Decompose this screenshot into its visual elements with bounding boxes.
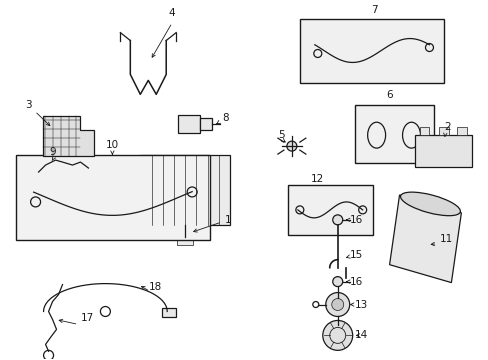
Bar: [178, 115, 200, 133]
Text: 10: 10: [105, 140, 119, 150]
Bar: [140, 155, 229, 225]
Text: 4: 4: [168, 8, 175, 18]
Bar: [419, 127, 428, 135]
Ellipse shape: [400, 192, 460, 216]
Bar: [299, 19, 444, 84]
Bar: [200, 118, 212, 130]
Text: 1: 1: [193, 215, 231, 232]
Text: 13: 13: [350, 300, 367, 310]
Circle shape: [332, 215, 342, 225]
Polygon shape: [42, 116, 94, 156]
Bar: [287, 185, 372, 235]
Circle shape: [332, 276, 342, 287]
Bar: [439, 127, 448, 135]
Text: 18: 18: [148, 282, 162, 292]
Text: 16: 16: [346, 276, 362, 287]
Text: 12: 12: [310, 174, 324, 184]
Text: 8: 8: [216, 113, 228, 124]
Bar: [414, 135, 471, 167]
Bar: [16, 155, 210, 240]
Text: 3: 3: [25, 100, 50, 126]
Bar: [162, 307, 176, 318]
Text: 7: 7: [370, 5, 377, 15]
Text: 6: 6: [386, 90, 392, 100]
Bar: [177, 237, 193, 245]
Circle shape: [331, 298, 343, 310]
Circle shape: [286, 141, 296, 151]
Circle shape: [322, 320, 352, 350]
Circle shape: [325, 293, 349, 316]
Text: 2: 2: [443, 122, 450, 132]
Text: 11: 11: [439, 234, 452, 244]
Text: 17: 17: [81, 314, 94, 323]
Polygon shape: [389, 195, 461, 283]
Text: 16: 16: [346, 215, 362, 225]
Text: 5: 5: [278, 130, 285, 140]
Text: 14: 14: [354, 330, 367, 341]
Bar: [354, 105, 433, 163]
Text: 15: 15: [346, 250, 362, 260]
Bar: [456, 127, 467, 135]
Text: 9: 9: [49, 147, 56, 157]
